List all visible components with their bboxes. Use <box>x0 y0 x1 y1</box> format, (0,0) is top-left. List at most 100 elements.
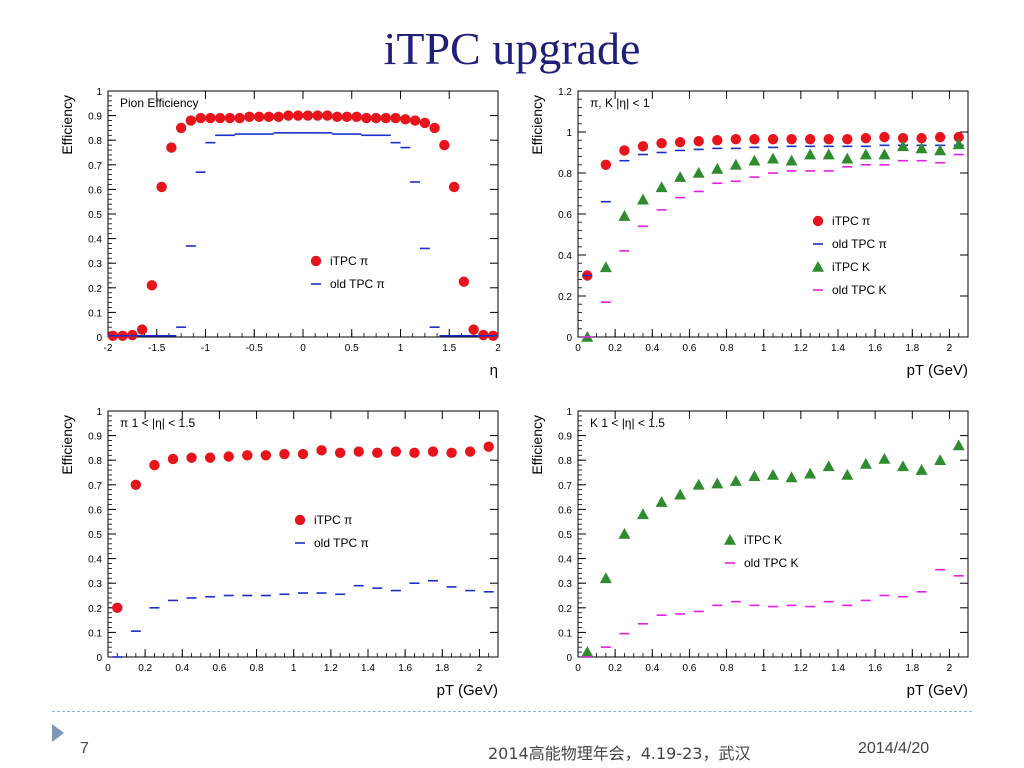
data-point <box>167 453 179 465</box>
x-tick-label: 1.4 <box>831 663 845 674</box>
data-point <box>242 450 253 461</box>
data-point <box>224 112 236 124</box>
y-tick-label: 0 <box>96 333 102 344</box>
data-point <box>674 137 686 148</box>
y-tick-label: 0.1 <box>88 308 102 319</box>
panel-label: K 1 < |η| < 1.5 <box>590 416 665 430</box>
data-point <box>223 451 234 462</box>
conference-label: 2014高能物理年会，4.19-23，武汉 <box>488 744 751 763</box>
data-point <box>859 148 872 160</box>
x-tick-label: 0.8 <box>720 343 734 354</box>
data-point <box>692 478 705 490</box>
data-point <box>263 111 275 123</box>
data-point <box>822 148 835 160</box>
data-point <box>195 112 206 124</box>
legend-marker <box>812 215 824 227</box>
y-tick-label: 0.4 <box>88 555 102 566</box>
data-point <box>785 154 798 166</box>
data-point <box>842 133 853 145</box>
legend-label: iTPC K <box>832 260 870 274</box>
data-point <box>244 111 255 123</box>
data-point <box>185 115 197 126</box>
data-point <box>953 131 964 143</box>
data-point <box>879 131 890 143</box>
x-tick-label: -1.5 <box>148 343 166 354</box>
x-tick-label: 0.8 <box>720 663 734 674</box>
data-point <box>204 452 216 463</box>
x-tick-label: 2 <box>947 343 953 354</box>
x-tick-label: -2 <box>104 343 113 354</box>
data-point <box>409 447 420 459</box>
plot-frame <box>577 90 969 338</box>
slide-title: iTPC upgrade <box>383 23 641 74</box>
y-tick-label: 0.1 <box>88 628 102 639</box>
x-tick-label: 1.6 <box>868 343 882 354</box>
x-tick-label: 1.8 <box>905 343 919 354</box>
data-point <box>767 133 779 145</box>
data-point <box>409 115 421 126</box>
x-tick-label: 0.6 <box>212 663 226 674</box>
data-point <box>400 114 411 125</box>
data-point <box>878 452 891 464</box>
x-tick-label: 0.6 <box>682 663 696 674</box>
y-tick-label: 0.6 <box>88 185 102 196</box>
x-tick-label: 0.8 <box>250 663 264 674</box>
y-tick-label: 0.8 <box>558 456 572 467</box>
y-tick-label: 0.5 <box>88 210 102 221</box>
data-point <box>767 468 779 480</box>
data-point <box>372 447 383 459</box>
legend-label: old TPC K <box>744 556 798 570</box>
legend-label: iTPC π <box>314 513 352 527</box>
data-point <box>175 122 187 134</box>
x-tick-label: 0.4 <box>645 663 659 674</box>
x-tick-label: 0.5 <box>345 343 359 354</box>
data-point <box>674 488 687 500</box>
data-point <box>361 112 372 124</box>
series-2 <box>581 138 965 342</box>
x-tick-label: 0.4 <box>645 343 659 354</box>
data-point <box>729 475 742 486</box>
data-point <box>711 162 724 174</box>
y-tick-label: 0.3 <box>88 259 102 270</box>
series-1 <box>107 132 499 337</box>
data-point <box>897 460 909 472</box>
x-tick-label: 1 <box>398 343 404 354</box>
legend-label: old TPC π <box>832 237 887 251</box>
y-tick-label: 1 <box>96 407 102 418</box>
data-point <box>859 457 872 469</box>
data-point <box>331 111 343 123</box>
data-point <box>316 445 327 456</box>
data-point <box>841 468 854 480</box>
x-tick-label: 1.4 <box>361 663 375 674</box>
y-tick-label: 0.7 <box>88 161 102 172</box>
y-tick-label: 0.8 <box>88 136 102 147</box>
data-point <box>915 142 928 154</box>
panel-label: π 1 < |η| < 1.5 <box>120 416 196 430</box>
data-point <box>149 459 160 471</box>
y-tick-label: 0.8 <box>558 169 572 180</box>
x-tick-label: 1 <box>291 663 297 674</box>
data-point <box>448 181 460 193</box>
y-tick-label: 0.7 <box>88 481 102 492</box>
x-axis-title: pT (GeV) <box>437 682 498 699</box>
data-point <box>878 148 891 160</box>
data-point <box>600 159 612 170</box>
data-point <box>260 450 272 461</box>
data-point <box>353 446 364 457</box>
y-tick-label: 0.9 <box>88 112 102 123</box>
legend-label: old TPC π <box>314 536 369 550</box>
data-point <box>439 139 450 151</box>
data-point <box>860 132 872 144</box>
data-point <box>279 448 290 460</box>
y-tick-label: 0.7 <box>558 481 572 492</box>
x-tick-label: 1.2 <box>324 663 338 674</box>
data-point <box>446 447 457 459</box>
data-point <box>712 135 723 146</box>
data-point <box>618 528 631 539</box>
series-1 <box>112 579 494 658</box>
panel-label: Pion Efficiency <box>120 96 199 110</box>
legend-marker <box>812 261 824 272</box>
data-point <box>186 452 197 463</box>
x-tick-label: 0 <box>300 343 306 354</box>
series-0 <box>581 439 965 657</box>
